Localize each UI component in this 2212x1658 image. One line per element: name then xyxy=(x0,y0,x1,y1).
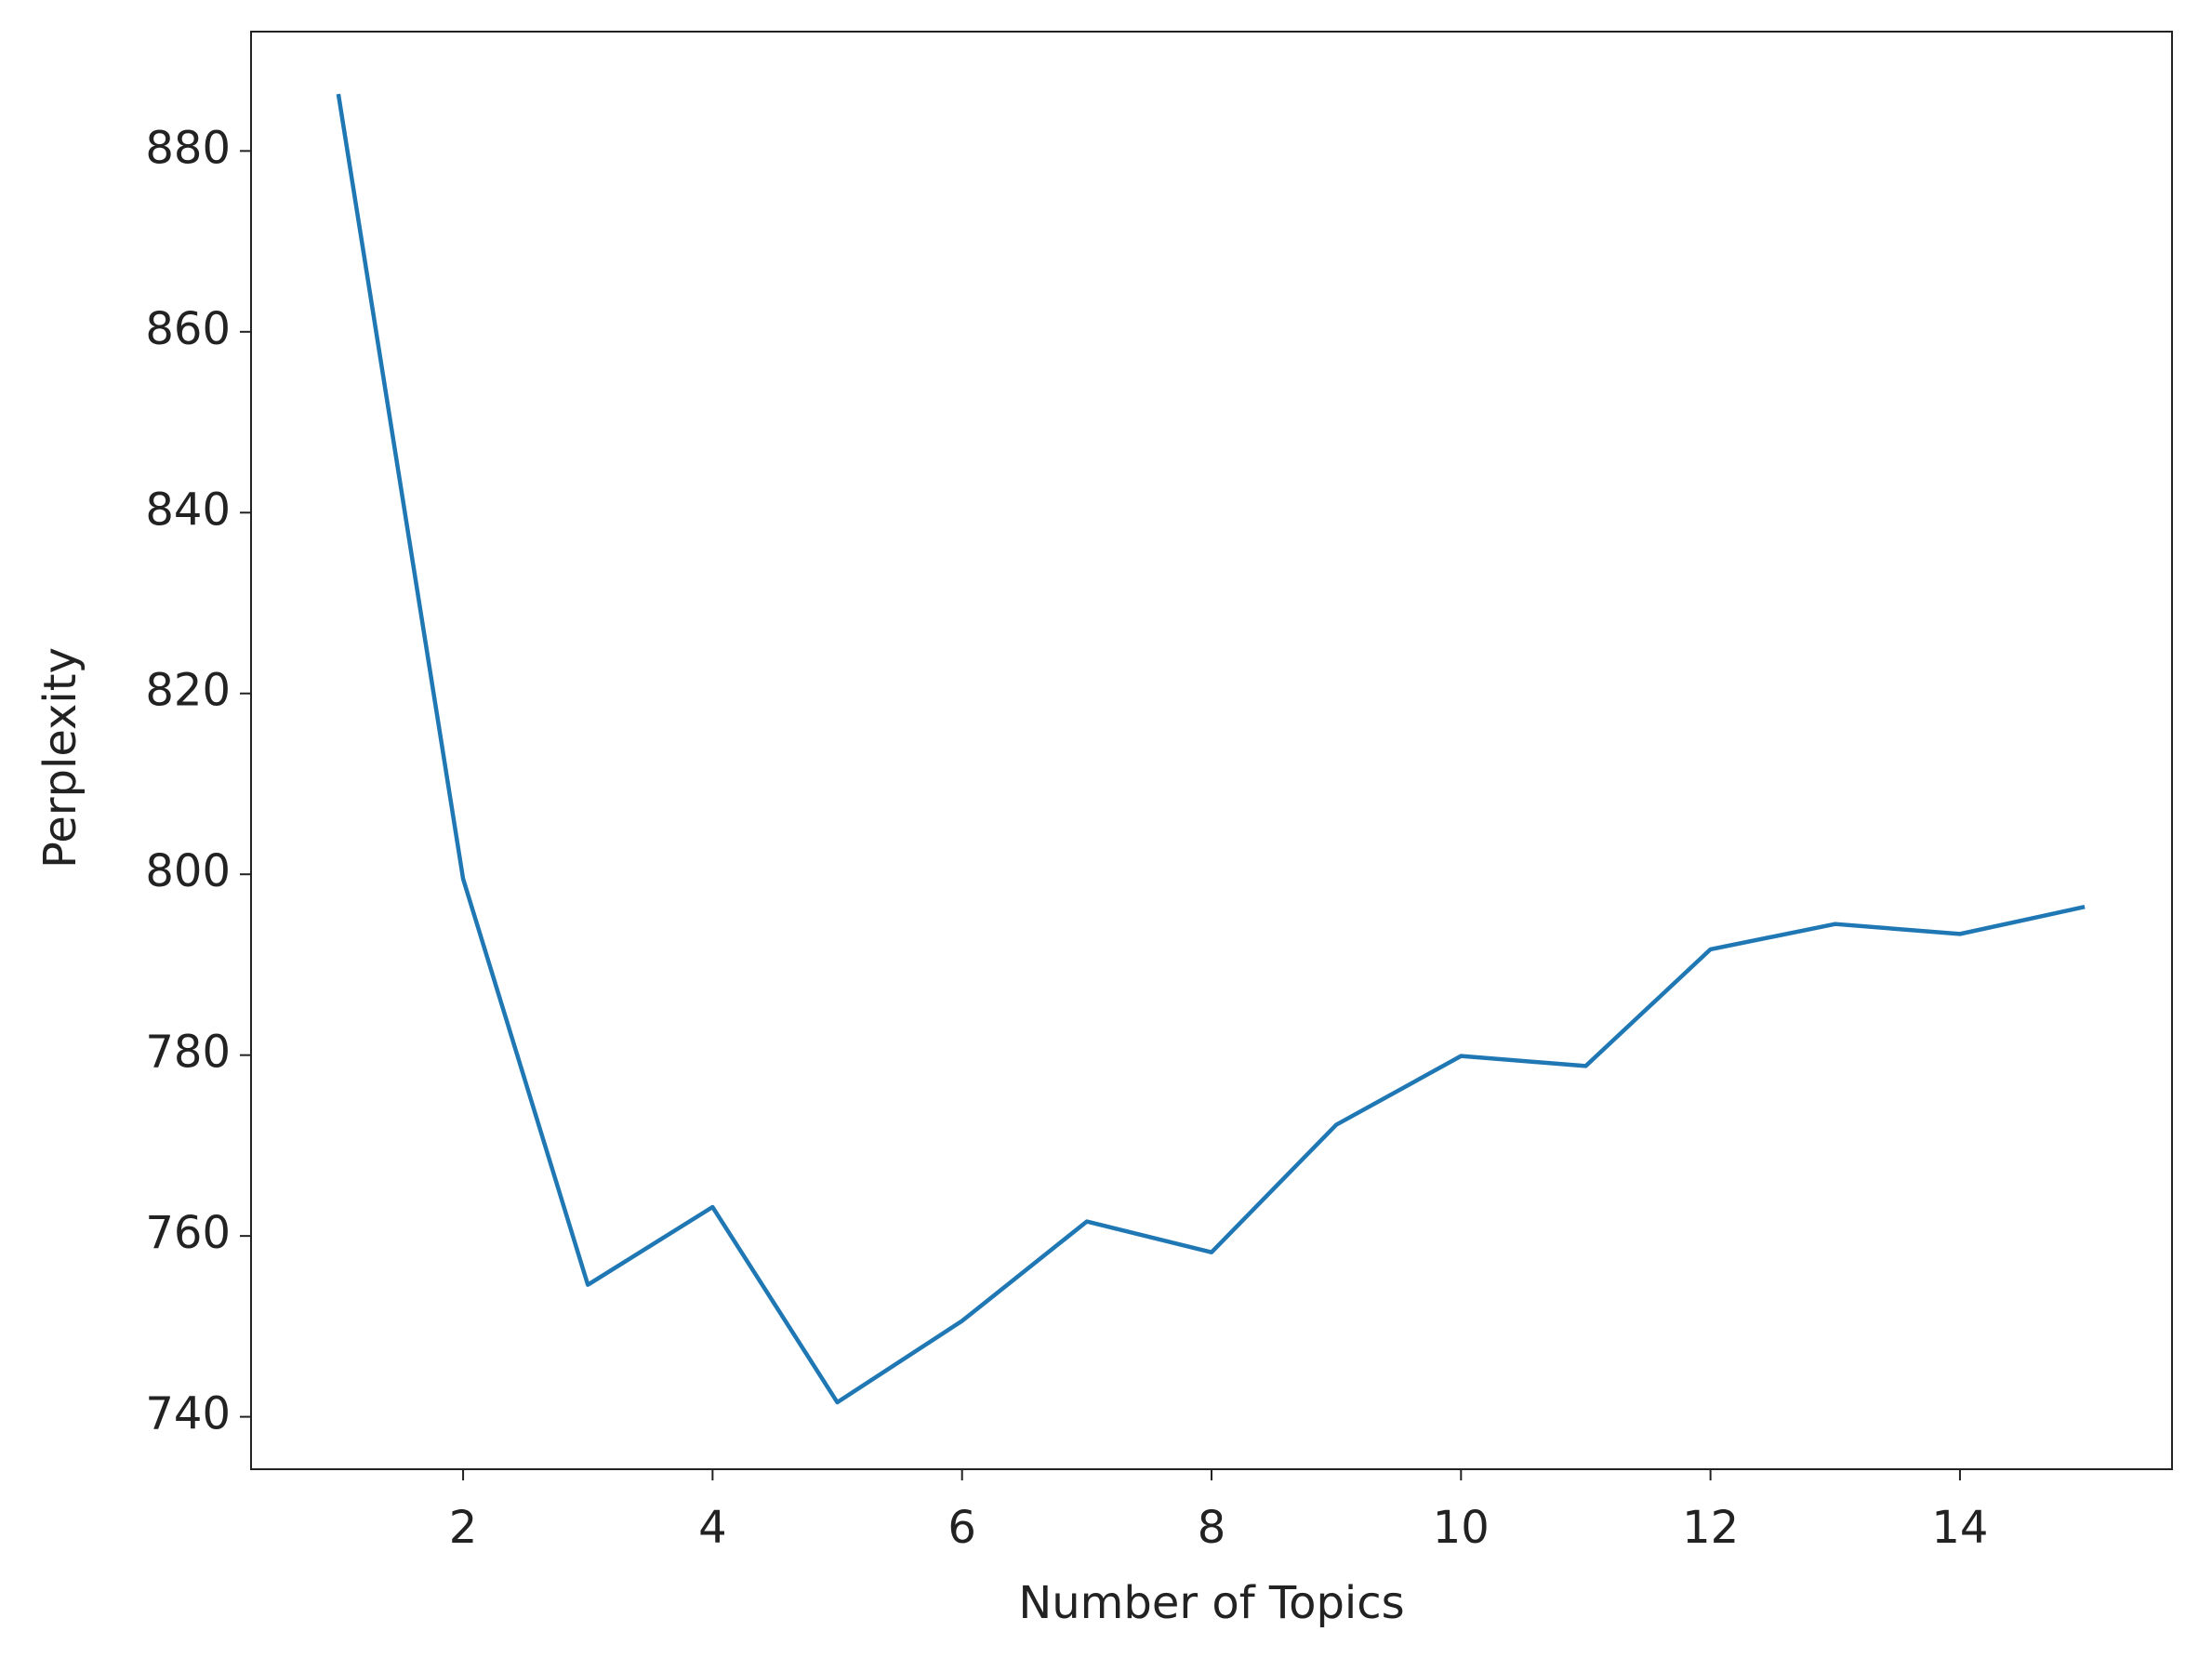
y-tick-label: 800 xyxy=(145,845,231,897)
x-tick-label: 4 xyxy=(698,1502,727,1554)
x-tick-label: 2 xyxy=(449,1502,478,1554)
x-tick-label: 6 xyxy=(947,1502,976,1554)
y-tick-label: 880 xyxy=(145,122,231,174)
x-tick-label: 12 xyxy=(1682,1502,1739,1554)
y-tick-label: 740 xyxy=(145,1388,231,1440)
x-tick-label: 10 xyxy=(1433,1502,1490,1554)
y-tick-label: 780 xyxy=(145,1027,231,1079)
y-tick-label: 760 xyxy=(145,1207,231,1259)
x-tick-label: 14 xyxy=(1931,1502,1988,1554)
y-axis-label: Perplexity xyxy=(34,647,86,869)
x-axis-label: Number of Topics xyxy=(1018,1577,1404,1629)
x-tick-label: 8 xyxy=(1198,1502,1226,1554)
y-tick-label: 840 xyxy=(145,484,231,536)
plot-frame xyxy=(250,31,2173,1470)
y-tick-label: 860 xyxy=(145,303,231,355)
y-tick-label: 820 xyxy=(145,665,231,717)
data-line xyxy=(336,93,2086,1405)
